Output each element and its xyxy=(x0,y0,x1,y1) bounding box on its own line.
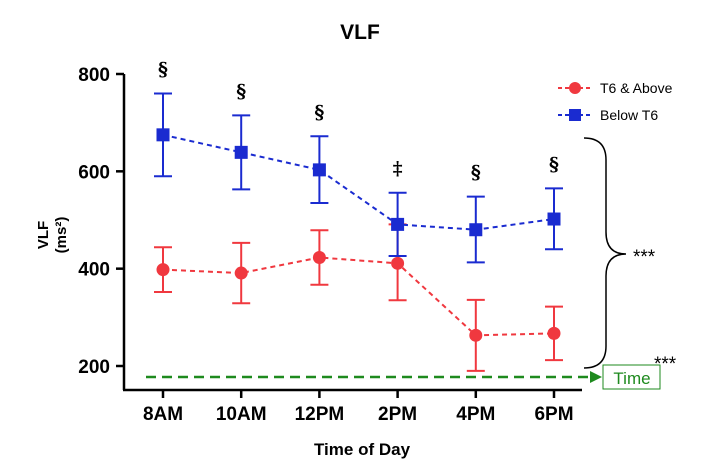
x-tick-label: 12PM xyxy=(295,404,345,425)
chart-title: VLF xyxy=(340,21,380,44)
data-point xyxy=(391,217,405,231)
group-brace xyxy=(583,137,627,369)
y-axis-label-group: VLF (ms²) xyxy=(35,217,70,254)
legend-label-below-t6: Below T6 xyxy=(600,107,658,123)
time-arrow: Time *** xyxy=(146,354,677,390)
data-point xyxy=(234,145,248,159)
x-tick-label: 6PM xyxy=(534,404,573,425)
series-line xyxy=(162,256,555,337)
significance-mark: § xyxy=(236,80,246,102)
group-brace-stars: *** xyxy=(633,247,656,268)
data-point xyxy=(469,223,483,237)
data-point xyxy=(391,256,405,270)
x-axis-label: Time of Day xyxy=(314,440,411,459)
series-layer xyxy=(154,92,563,372)
data-point xyxy=(312,250,326,264)
time-arrow-stars: *** xyxy=(654,354,677,375)
series-below-t6 xyxy=(154,92,563,264)
data-point xyxy=(312,163,326,177)
legend-item-below-t6: Below T6 xyxy=(558,107,658,123)
legend-marker-t6-above xyxy=(569,82,581,94)
data-point xyxy=(234,266,248,280)
x-ticks: 8AM 10AM 12PM 2PM 4PM 6PM xyxy=(143,390,574,425)
significance-mark: § xyxy=(471,162,481,184)
x-tick-label: 4PM xyxy=(456,404,495,425)
x-tick-label: 2PM xyxy=(378,404,417,425)
time-arrow-head xyxy=(590,371,602,383)
legend: T6 & Above Below T6 xyxy=(558,80,673,123)
y-tick-label: 600 xyxy=(78,162,110,183)
series-t6-above xyxy=(154,223,563,372)
data-point xyxy=(547,326,561,340)
y-axis-label: VLF xyxy=(35,221,52,249)
series-line xyxy=(162,133,555,231)
data-point xyxy=(156,128,170,142)
legend-item-t6-above: T6 & Above xyxy=(558,80,673,96)
significance-mark: § xyxy=(158,58,168,80)
y-ticks: 200 400 600 800 xyxy=(78,65,124,378)
data-point xyxy=(547,212,561,226)
data-point xyxy=(469,328,483,342)
y-axis-unit: (ms²) xyxy=(53,217,70,254)
y-tick-label: 200 xyxy=(78,357,110,378)
significance-mark: § xyxy=(549,153,559,175)
legend-marker-below-t6 xyxy=(569,109,581,121)
significance-marks: § § § ‡ § § xyxy=(158,58,559,183)
significance-mark: ‡ xyxy=(393,158,403,180)
y-tick-label: 800 xyxy=(78,65,110,86)
legend-label-t6-above: T6 & Above xyxy=(600,80,673,96)
x-tick-label: 10AM xyxy=(216,404,267,425)
time-label: Time xyxy=(613,369,650,388)
axes xyxy=(122,74,582,392)
y-tick-label: 400 xyxy=(78,260,110,281)
x-tick-label: 8AM xyxy=(143,404,183,425)
time-label-box xyxy=(602,364,661,390)
data-point xyxy=(156,263,170,277)
significance-mark: § xyxy=(314,101,324,123)
